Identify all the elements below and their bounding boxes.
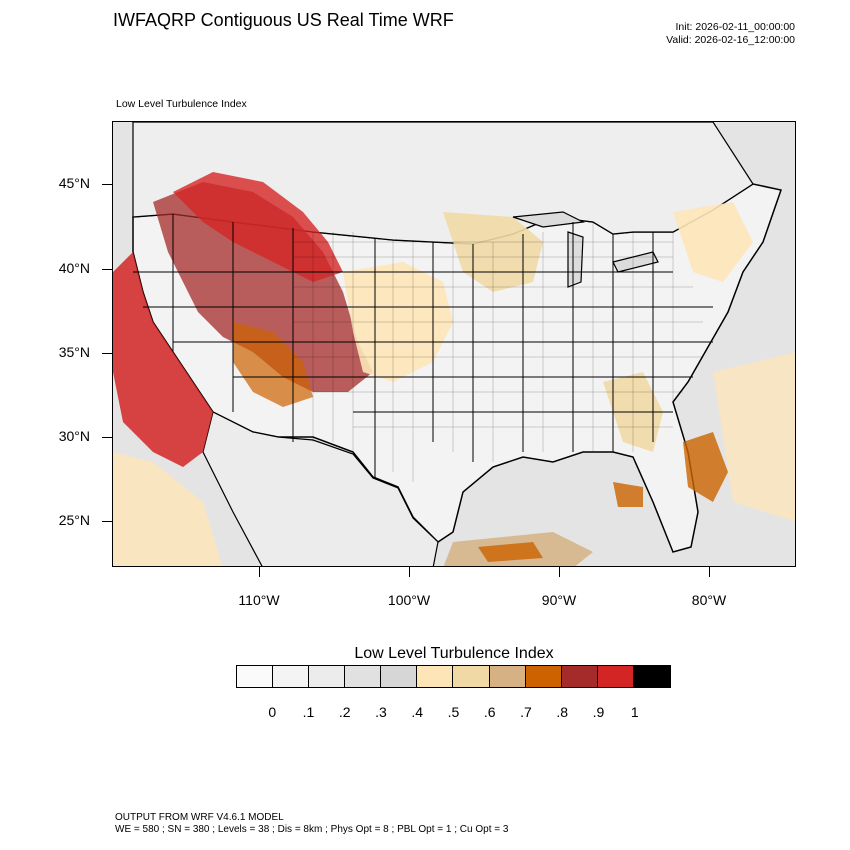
lat-tick [102,521,112,522]
lat-label-45n: 45°N [58,175,90,191]
west-coast-high-turbulence [113,252,213,467]
rockies-dark-red-zone [153,182,373,392]
colorbar-label: .6 [483,704,496,720]
colorbar-cell [453,666,490,687]
northeast-light-tan-zone [673,202,753,282]
colorbar-label: .3 [375,704,387,720]
colorbar-label: .9 [592,704,605,720]
lon-label-90w: 90°W [541,592,577,608]
lat-label-25n: 25°N [58,512,90,528]
gulf-orange-spot [613,482,643,507]
colorbar-cell [273,666,310,687]
colorbar-label: .2 [338,704,351,720]
map-panel [112,121,796,567]
model-config: WE = 580 ; SN = 380 ; Levels = 38 ; Dis … [115,824,509,835]
colorbar-label: .8 [556,704,569,720]
plot-title: IWFAQRP Contiguous US Real Time WRF [113,10,454,30]
colorbar-label: .5 [447,704,460,720]
gulf-orange-zone [478,542,543,562]
lat-tick [102,437,112,438]
init-time: Init: 2026-02-11_00:00:00 [675,21,795,33]
colorbar-label: .1 [302,704,315,720]
valid-time-block: Init: 2026-02-11_00:00:00 Valid: 2026-02… [666,21,795,47]
colorbar-cell [597,666,634,687]
lon-tick [559,567,560,577]
map-canvas [113,122,795,566]
valid-time: Valid: 2026-02-16_12:00:00 [666,34,795,46]
colorbar-cell [381,666,418,687]
colorbar-cell [561,666,598,687]
colorbar-title: Low Level Turbulence Index [354,645,554,662]
colorbar-cell [525,666,562,687]
colorbar-cell [417,666,454,687]
lon-tick [259,567,260,577]
colorbar-label: 0 [268,704,277,720]
colorbar-cell [309,666,346,687]
lon-label-110w: 110°W [238,592,280,608]
lake-superior [512,211,586,228]
lat-tick [102,269,112,270]
atlantic-light-tan-zone [713,352,795,522]
state-borders [133,214,713,478]
colorbar-label: .7 [520,704,532,720]
north-rockies-red-zone [173,172,343,282]
field-label: Low Level Turbulence Index [116,98,247,110]
lon-tick [409,567,410,577]
lon-label-100w: 100°W [387,592,431,608]
model-version: OUTPUT FROM WRF V4.6.1 MODEL [115,812,284,823]
mexico-landmass [202,411,439,566]
atlantic-orange-zone [683,432,728,502]
model-footer: OUTPUT FROM WRF V4.6.1 MODEL WE = 580 ; … [115,812,508,836]
pacific-light-tan-zone [113,452,223,566]
colorbar-label: .4 [411,704,424,720]
colorbar-cell [345,666,382,687]
lat-tick [102,184,112,185]
colorbar-cell [633,666,670,687]
county-borders [293,222,703,482]
colorbar-label: 1 [630,704,639,720]
lat-label-35n: 35°N [58,344,90,360]
lake-michigan [567,231,584,288]
lat-label-40n: 40°N [58,260,90,276]
colorbar-cell [237,666,274,687]
lon-tick [709,567,710,577]
colorbar [236,665,671,688]
lon-label-80w: 80°W [691,592,727,608]
lat-tick [102,353,112,354]
lat-label-30n: 30°N [58,428,90,444]
colorbar-cell [489,666,526,687]
